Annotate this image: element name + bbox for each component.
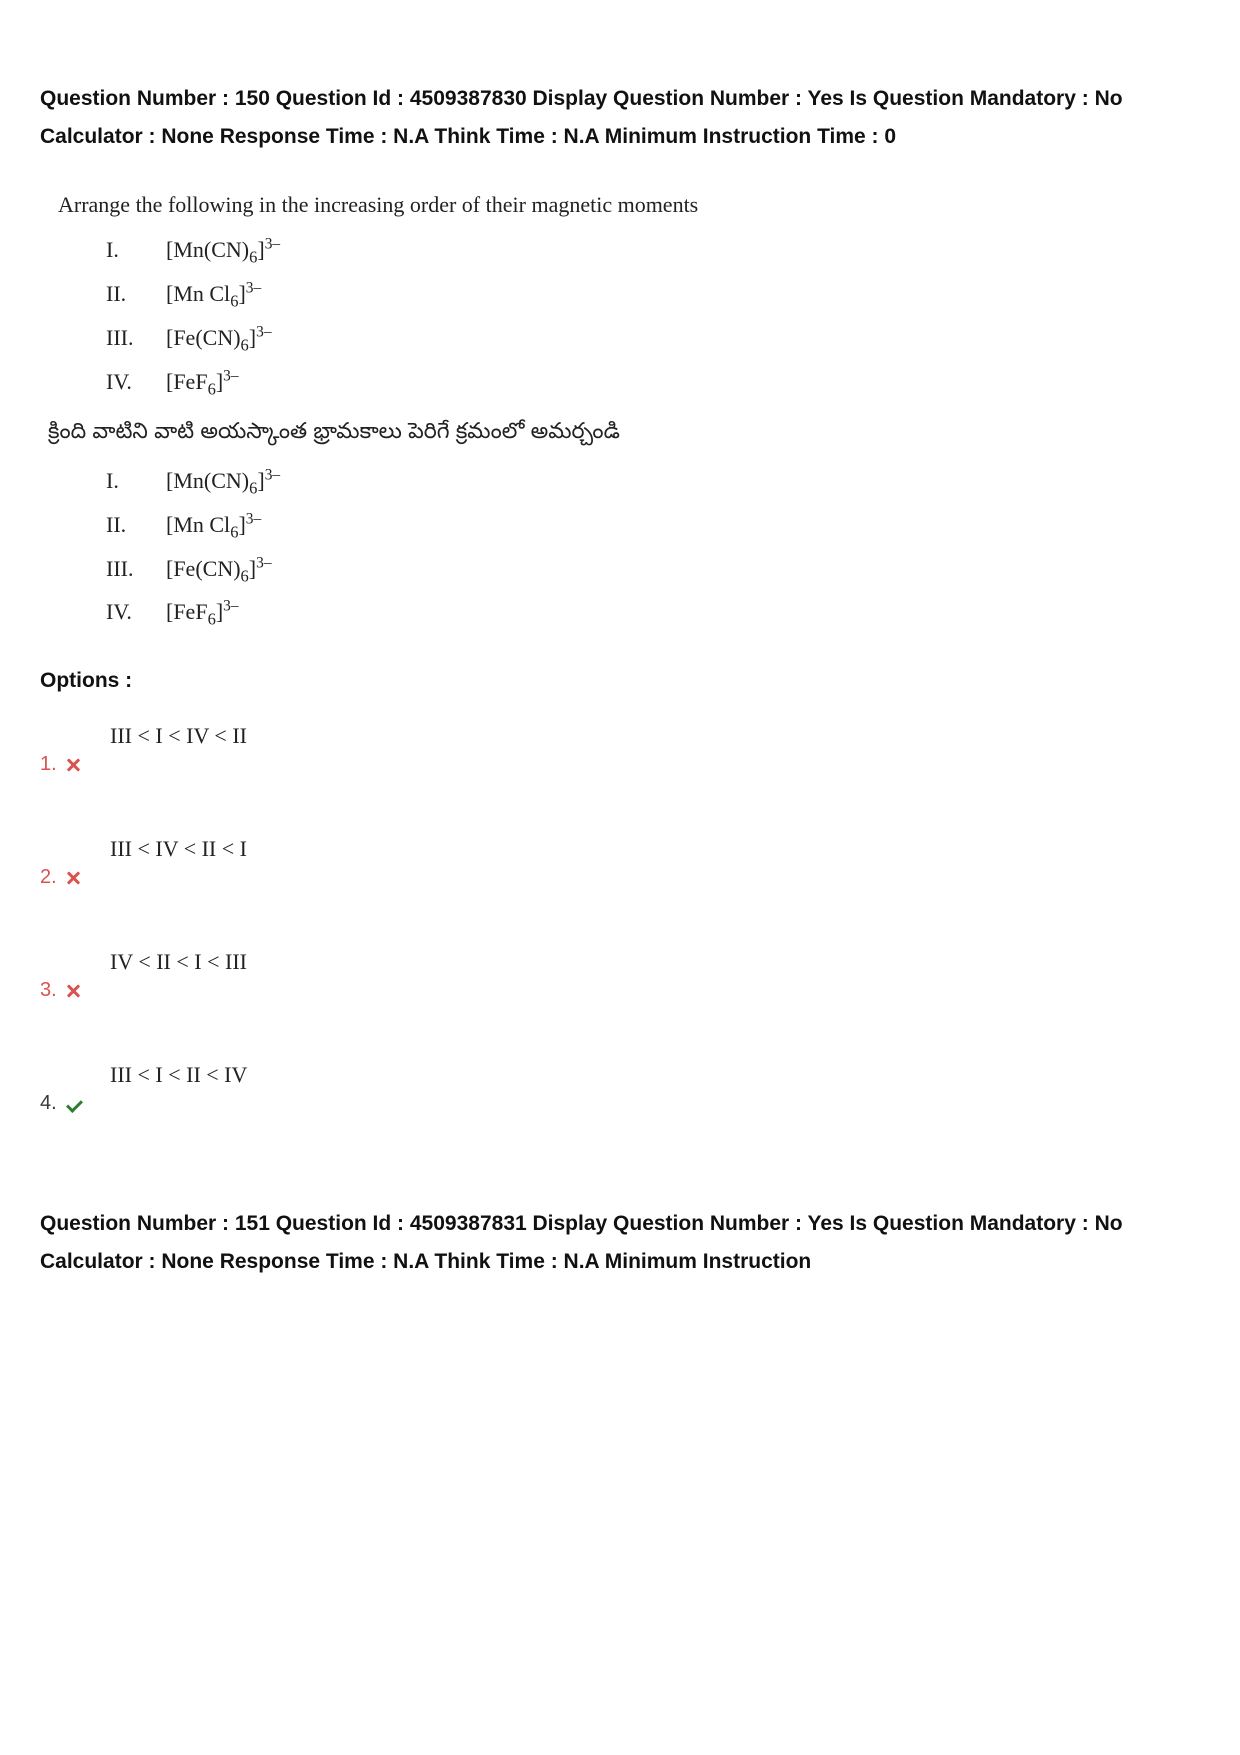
formula-sup: 3– bbox=[265, 467, 280, 484]
formula-pre: [Fe(CN) bbox=[166, 325, 241, 350]
formula-sup: 3– bbox=[246, 280, 261, 297]
list-item: IV. [FeF6]3– bbox=[106, 361, 1200, 405]
check-icon bbox=[65, 1097, 83, 1111]
formula-post: ] bbox=[257, 468, 264, 493]
formula-pre: [FeF bbox=[166, 369, 208, 394]
list-item: III. [Fe(CN)6]3– bbox=[106, 548, 1200, 592]
question-intro-en: Arrange the following in the increasing … bbox=[58, 184, 1200, 226]
item-formula: [Mn Cl6]3– bbox=[166, 504, 261, 548]
item-formula: [FeF6]3– bbox=[166, 591, 239, 635]
next-question-meta-header: Question Number : 151 Question Id : 4509… bbox=[40, 1205, 1200, 1281]
option-marker-line: 2. bbox=[40, 866, 1200, 889]
formula-sub: 6 bbox=[208, 379, 216, 398]
formula-sub: 6 bbox=[241, 566, 249, 585]
item-formula: [Mn Cl6]3– bbox=[166, 273, 261, 317]
item-roman: IV. bbox=[106, 591, 166, 635]
item-roman: III. bbox=[106, 548, 166, 592]
formula-sup: 3– bbox=[246, 511, 261, 528]
formula-pre: [Mn Cl bbox=[166, 512, 230, 537]
formula-sub: 6 bbox=[208, 610, 216, 629]
option-text: III < IV < II < I bbox=[40, 836, 1200, 862]
formula-pre: [Mn(CN) bbox=[166, 468, 249, 493]
option-item: III < I < II < IV 4. bbox=[40, 1062, 1200, 1115]
formula-post: ] bbox=[257, 237, 264, 262]
item-formula: [Mn(CN)6]3– bbox=[166, 460, 280, 504]
option-text: III < I < IV < II bbox=[40, 723, 1200, 749]
formula-sup: 3– bbox=[223, 367, 238, 384]
formula-sup: 3– bbox=[265, 236, 280, 253]
option-number: 4. bbox=[40, 1092, 57, 1115]
formula-post: ] bbox=[238, 281, 245, 306]
complex-list-en: I. [Mn(CN)6]3– II. [Mn Cl6]3– III. [Fe(C… bbox=[58, 229, 1200, 404]
formula-pre: [Fe(CN) bbox=[166, 556, 241, 581]
item-formula: [FeF6]3– bbox=[166, 361, 239, 405]
list-item: IV. [FeF6]3– bbox=[106, 591, 1200, 635]
question-meta-header: Question Number : 150 Question Id : 4509… bbox=[40, 80, 1200, 156]
option-text: IV < II < I < III bbox=[40, 949, 1200, 975]
option-item: III < IV < II < I 2. bbox=[40, 836, 1200, 889]
cross-icon bbox=[65, 870, 81, 886]
list-item: III. [Fe(CN)6]3– bbox=[106, 317, 1200, 361]
option-item: III < I < IV < II 1. bbox=[40, 723, 1200, 776]
page-container: Question Number : 150 Question Id : 4509… bbox=[0, 0, 1240, 1321]
list-item: I. [Mn(CN)6]3– bbox=[106, 229, 1200, 273]
formula-pre: [Mn Cl bbox=[166, 281, 230, 306]
formula-sup: 3– bbox=[223, 598, 238, 615]
complex-list-te: I. [Mn(CN)6]3– II. [Mn Cl6]3– III. [Fe(C… bbox=[58, 460, 1200, 635]
option-marker-line: 4. bbox=[40, 1092, 1200, 1115]
options-heading: Options : bbox=[40, 669, 1200, 693]
item-roman: I. bbox=[106, 460, 166, 504]
list-item: II. [Mn Cl6]3– bbox=[106, 273, 1200, 317]
cross-icon bbox=[65, 757, 81, 773]
option-text: III < I < II < IV bbox=[40, 1062, 1200, 1088]
formula-sub: 6 bbox=[241, 335, 249, 354]
formula-post: ] bbox=[238, 512, 245, 537]
cross-icon bbox=[65, 983, 81, 999]
item-formula: [Fe(CN)6]3– bbox=[166, 317, 272, 361]
option-number: 1. bbox=[40, 753, 57, 776]
list-item: II. [Mn Cl6]3– bbox=[106, 504, 1200, 548]
option-marker-line: 3. bbox=[40, 979, 1200, 1002]
item-roman: II. bbox=[106, 273, 166, 317]
option-marker-line: 1. bbox=[40, 753, 1200, 776]
option-number: 2. bbox=[40, 866, 57, 889]
option-number: 3. bbox=[40, 979, 57, 1002]
item-roman: I. bbox=[106, 229, 166, 273]
formula-pre: [Mn(CN) bbox=[166, 237, 249, 262]
item-roman: IV. bbox=[106, 361, 166, 405]
list-item: I. [Mn(CN)6]3– bbox=[106, 460, 1200, 504]
formula-pre: [FeF bbox=[166, 599, 208, 624]
question-intro-te: క్రింది వాటిని వాటి అయస్కాంత భ్రామకాలు ప… bbox=[48, 414, 1200, 456]
item-formula: [Mn(CN)6]3– bbox=[166, 229, 280, 273]
item-roman: II. bbox=[106, 504, 166, 548]
item-formula: [Fe(CN)6]3– bbox=[166, 548, 272, 592]
formula-sup: 3– bbox=[256, 554, 271, 571]
item-roman: III. bbox=[106, 317, 166, 361]
formula-sup: 3– bbox=[256, 324, 271, 341]
question-body: Arrange the following in the increasing … bbox=[40, 184, 1200, 635]
option-item: IV < II < I < III 3. bbox=[40, 949, 1200, 1002]
